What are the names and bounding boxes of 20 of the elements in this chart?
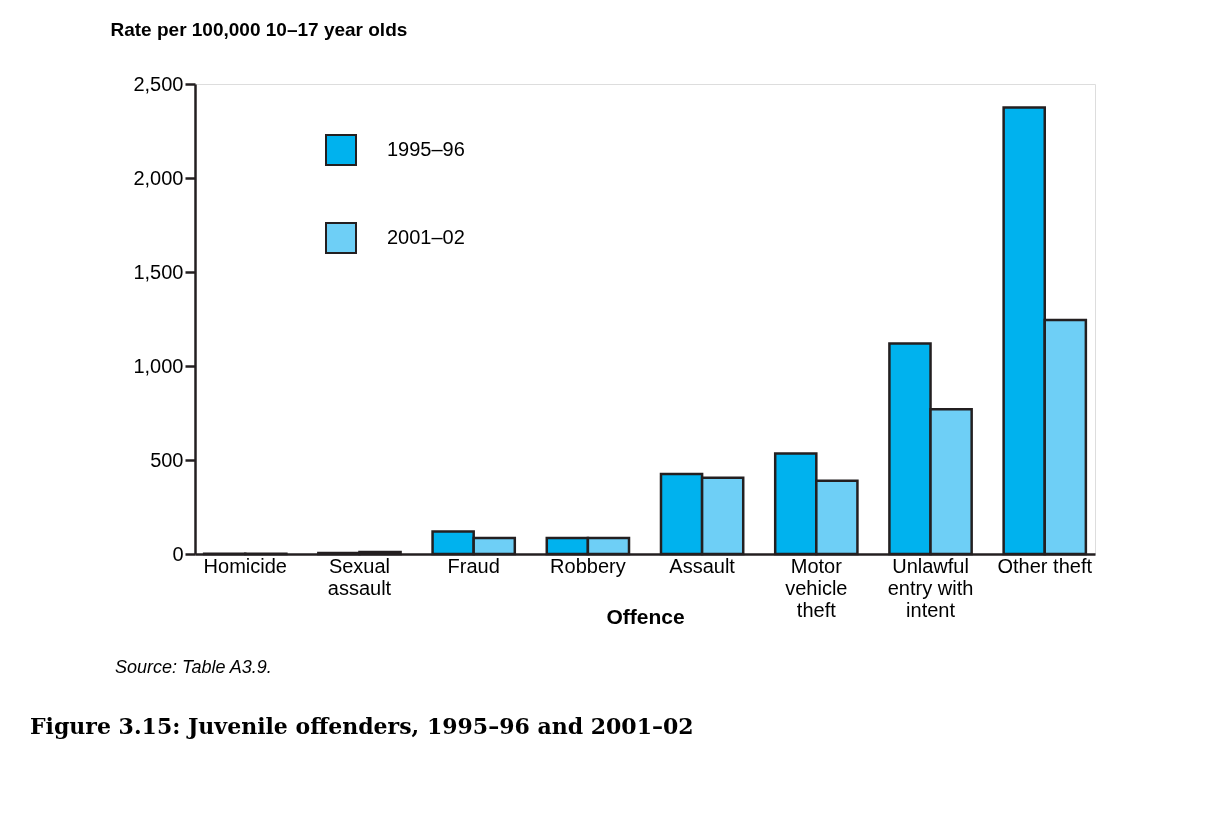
y-tick-label: 1,000 — [133, 354, 184, 377]
text: Figure 3.15: Juvenile offenders, 1995–96 and 2001–02 — [30, 713, 694, 739]
source-note: Source: Table A3.9. — [115, 657, 272, 677]
legend-label: 1995–96 — [387, 138, 465, 160]
y-tick-label: 2,500 — [133, 72, 184, 95]
x-tick-label: Sexual assault — [327, 554, 392, 599]
y-tick-label: 1,500 — [133, 260, 184, 283]
x-tick-label: Other theft — [997, 554, 1093, 577]
y-tick-label: 2,000 — [133, 166, 184, 189]
x-tick-label: Robbery — [550, 554, 626, 577]
y-axis-title: Rate per 100,000 10–17 year olds — [110, 18, 408, 40]
x-tick-label: Homicide — [203, 554, 287, 577]
x-tick-label: Motor vehicle theft — [785, 554, 848, 621]
x-tick-label: Assault — [669, 554, 736, 577]
x-tick-label: Fraud — [447, 554, 500, 577]
x-tick-label: Unlawful entry with intent — [887, 554, 974, 621]
y-tick-label: 500 — [150, 448, 184, 471]
x-axis-title: Offence — [606, 604, 685, 628]
legend-label: 2001–02 — [387, 226, 465, 248]
y-tick-label: 0 — [172, 542, 184, 565]
